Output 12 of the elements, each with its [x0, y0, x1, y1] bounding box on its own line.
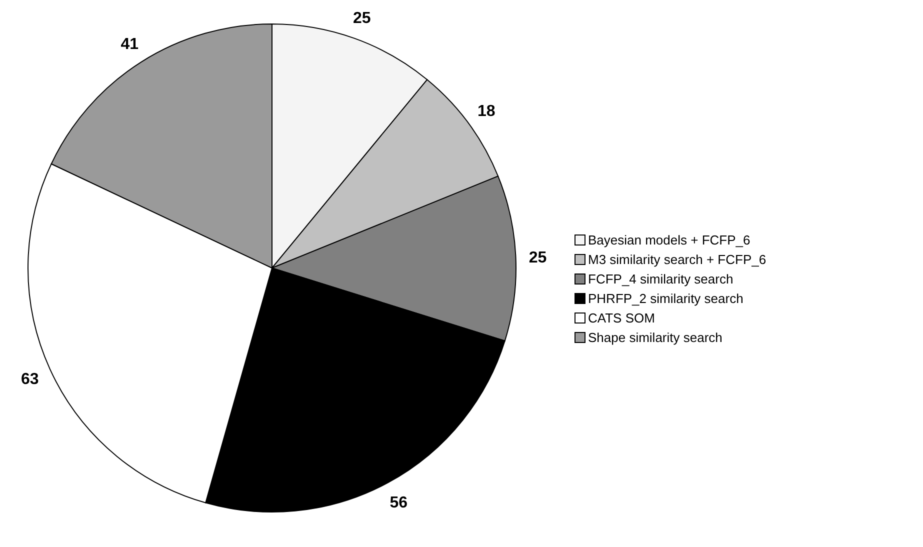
data-label: 18	[477, 103, 496, 120]
legend-label: FCFP_4 similarity search	[588, 272, 734, 287]
legend-label: Shape similarity search	[588, 330, 722, 346]
data-label: 25	[528, 250, 547, 267]
data-label: 41	[120, 36, 139, 53]
data-label: 56	[390, 494, 408, 512]
legend-label: M3 similarity search + FCFP_6	[588, 252, 766, 268]
legend-label: PHRFP_2 similarity search	[588, 291, 744, 306]
data-label: 25	[352, 10, 371, 28]
data-label: 63	[21, 370, 39, 388]
legend-label: Bayesian models + FCFP_6	[588, 232, 750, 248]
legend-label: CATS SOM	[588, 310, 655, 326]
